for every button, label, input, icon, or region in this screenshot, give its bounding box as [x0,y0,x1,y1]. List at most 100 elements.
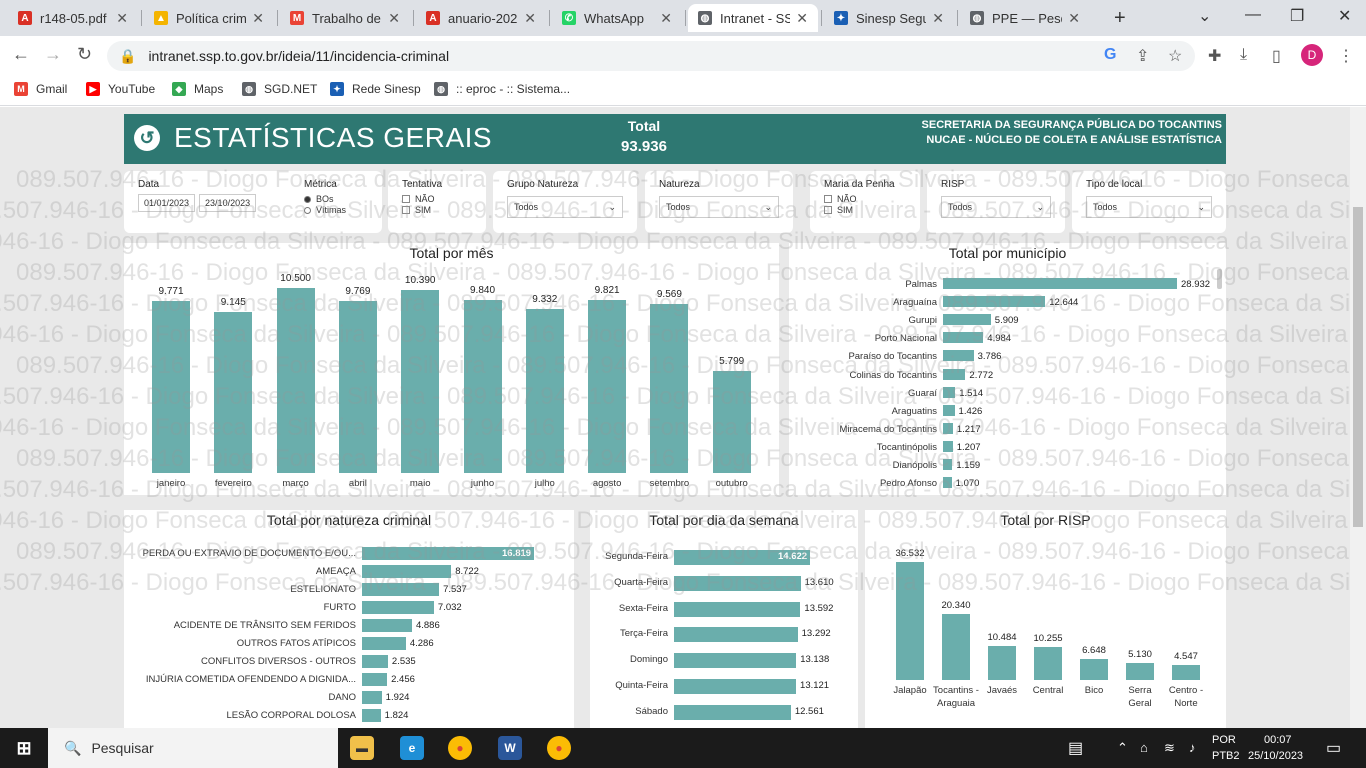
bar-Javaés[interactable] [988,646,1016,680]
close-icon[interactable]: ✕ [932,9,944,26]
natureza-dropdown[interactable]: Todos ⌄ [659,196,779,218]
close-icon[interactable]: ✕ [1068,9,1080,26]
bar-janeiro[interactable] [152,300,190,473]
back-icon[interactable]: ← [12,44,30,64]
menu-icon[interactable]: ⋮ [1338,48,1354,65]
bar-7[interactable] [943,404,955,416]
bar-2[interactable] [674,601,801,617]
bar-3[interactable] [943,332,984,344]
scroll-thumb[interactable] [1353,207,1363,527]
bar-Jalapão[interactable] [896,562,924,680]
chart-scrollbar[interactable] [1217,269,1222,289]
volume-icon[interactable]: ♪ [1189,740,1196,755]
bar-6[interactable] [674,704,791,720]
bar-6[interactable] [943,386,956,398]
bar-0[interactable] [943,278,1177,289]
close-icon[interactable]: ✕ [660,9,672,26]
bar-5[interactable] [943,368,966,380]
check-penha-sim[interactable]: SIM [824,205,906,215]
bookmark-4[interactable]: ◍ SGD.NET [242,82,317,96]
download-icon[interactable]: ⤓ [1240,46,1248,63]
bar-0[interactable] [674,550,810,565]
chevron-up-icon[interactable]: ⌃ [1117,740,1128,755]
back-arrow-icon[interactable]: ↺ [134,125,160,151]
avatar[interactable]: D [1301,44,1323,66]
risp-dropdown[interactable]: Todos ⌄ [941,196,1051,218]
date-to-input[interactable]: 23/10/2023 [199,194,257,212]
bar-1[interactable] [362,565,452,578]
tipo-local-dropdown[interactable]: Todos ⌄ [1086,196,1212,218]
bar-7[interactable] [362,673,388,686]
close-icon[interactable]: ✕ [796,9,808,26]
date-from-input[interactable]: 01/01/2023 [138,194,196,212]
minimize-button[interactable]: — [1245,6,1261,23]
bookmark-5[interactable]: ✦ Rede Sinesp [330,82,421,96]
word-icon[interactable]: W [498,736,522,760]
check-penha-nao[interactable]: NÃO [824,194,906,204]
edge-icon[interactable]: e [400,736,424,760]
bar-3[interactable] [362,601,434,614]
address-bar[interactable]: 🔒 intranet.ssp.to.gov.br/ideia/11/incide… [107,41,1195,71]
tab-6[interactable]: ◍ Intranet - SS ✕ [688,4,818,32]
news-icon[interactable]: ▤ [1068,740,1084,757]
close-window-button[interactable]: ✕ [1338,8,1352,25]
lock-icon[interactable]: 🔒 [119,47,137,64]
check-tentativa-sim[interactable]: SIM [402,205,472,215]
bar-fevereiro[interactable] [214,311,253,473]
bar-8[interactable] [362,691,382,704]
bar-Bico[interactable] [1080,658,1108,680]
bar-4[interactable] [674,653,797,669]
bar-junho[interactable] [463,299,502,473]
bookmark-3[interactable]: ◆ Maps [172,82,223,96]
bar-4[interactable] [362,619,412,632]
bar-2[interactable] [943,314,991,326]
lang-line-1[interactable]: POR [1212,734,1236,746]
radio-bos[interactable]: BOs [304,194,366,204]
bookmark-1[interactable]: M Gmail [14,82,67,96]
bookmark-6[interactable]: ◍:: eproc - :: Sistema... [434,82,570,96]
notification-icon[interactable]: ▭ [1326,740,1342,757]
bar-maio[interactable] [401,289,440,473]
bookmark-star-icon[interactable]: ☆ [1168,48,1183,65]
bar-Central[interactable] [1034,646,1062,680]
new-tab-icon[interactable]: + [1114,6,1126,29]
bar-Serra Geral[interactable] [1126,663,1154,680]
bar-5[interactable] [674,679,797,694]
tab-5[interactable]: ✆ WhatsApp ✕ [552,4,682,32]
close-icon[interactable]: ✕ [524,9,536,26]
bar-5[interactable] [362,637,406,650]
radio-vitimas[interactable]: Vítimas [304,205,366,215]
bar-9[interactable] [943,440,953,452]
minimize-icon[interactable]: ⌄ [1198,8,1212,25]
bar-julho[interactable] [525,308,564,473]
close-icon[interactable]: ✕ [388,9,400,26]
bar-1[interactable] [943,296,1046,308]
tab-3[interactable]: M Trabalho de ✕ [280,4,410,32]
bar-abril[interactable] [338,300,377,473]
forward-icon[interactable]: → [44,44,62,64]
page-scrollbar[interactable] [1350,107,1366,728]
google-icon[interactable]: G [1104,46,1117,63]
clock-time[interactable]: 00:07 [1264,734,1292,746]
bar-Tocantins - Araguaia[interactable] [942,614,970,680]
share-icon[interactable]: ⇪ [1136,48,1150,65]
chrome-icon[interactable]: ● [448,736,472,760]
bar-9[interactable] [362,709,381,722]
bar-1[interactable] [674,575,801,591]
bar-agosto[interactable] [588,299,627,473]
restore-button[interactable]: ❐ [1290,8,1305,25]
bar-2[interactable] [362,583,440,596]
bar-3[interactable] [674,627,798,643]
side-panel-icon[interactable]: ▯ [1272,48,1281,65]
windows-start-icon[interactable]: ⊞ [16,737,32,758]
bar-10[interactable] [943,459,953,470]
wifi-icon[interactable]: ≋ [1164,740,1175,755]
taskbar-search[interactable]: 🔍 Pesquisar [48,728,338,768]
clock-date[interactable]: 25/10/2023 [1248,750,1304,762]
tab-8[interactable]: ◍ PPE — Pesqu ✕ [960,4,1090,32]
chrome-active-icon[interactable]: ● [547,736,571,760]
close-icon[interactable]: ✕ [252,9,264,26]
lang-line-2[interactable]: PTB2 [1212,750,1240,762]
